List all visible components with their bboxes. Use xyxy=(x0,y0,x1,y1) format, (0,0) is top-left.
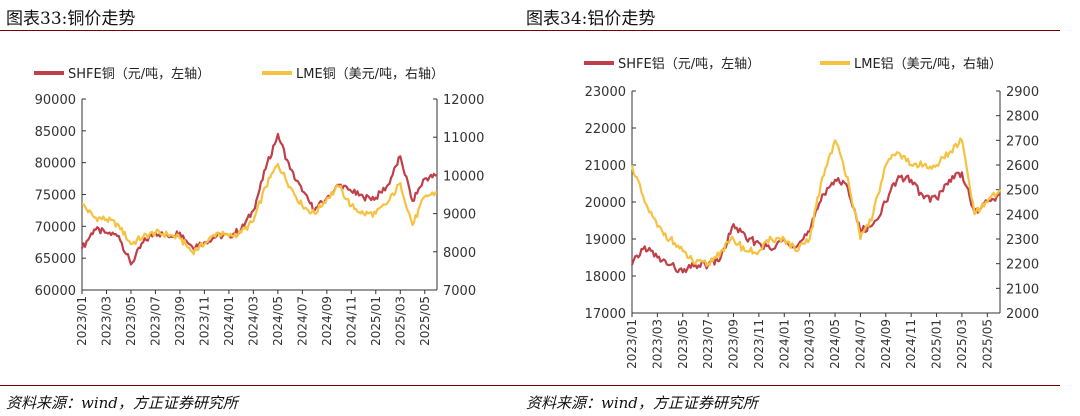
x-tick-label: 2024/05 xyxy=(828,319,842,369)
aluminum-figure-title: 图表34:铝价走势 xyxy=(526,9,656,29)
right-y-tick-label: 2400 xyxy=(1006,208,1039,223)
legend-label-shfe: SHFE铝（元/吨，左轴） xyxy=(618,57,760,72)
left-y-tick-label: 75000 xyxy=(35,189,76,204)
x-tick-label: 2024/11 xyxy=(904,319,918,369)
x-tick-label: 2024/01 xyxy=(777,319,791,369)
x-tick-label: 2024/09 xyxy=(879,319,893,369)
aluminum-bottom-rule xyxy=(520,385,1060,386)
right-y-tick-label: 2700 xyxy=(1006,134,1039,149)
aluminum-panel: 图表34:铝价走势 17000 18000 19000 20000 21000 22000… xyxy=(520,0,1060,416)
right-y-tick-label: 2000 xyxy=(1006,307,1039,322)
aluminum-price-chart: 17000 18000 19000 20000 21000 22000 23000 2000 2… xyxy=(584,57,1039,369)
copper-figure-title: 图表33:铜价走势 xyxy=(6,9,136,29)
left-y-tick-label: 80000 xyxy=(35,157,76,172)
aluminum-source-note: 资料来源：wind，方正证券研究所 xyxy=(526,394,758,412)
right-y-tick-label: 7000 xyxy=(443,284,476,299)
x-tick-label: 2023/01 xyxy=(625,319,639,369)
x-tick-label: 2023/03 xyxy=(99,296,113,346)
x-tick-label: 2023/01 xyxy=(75,296,89,346)
right-y-tick-label: 2800 xyxy=(1006,110,1039,125)
x-tick-label: 2024/09 xyxy=(320,296,334,346)
left-y-tick-label: 60000 xyxy=(35,284,76,299)
right-y-tick-label: 9000 xyxy=(443,208,476,223)
right-y-tick-label: 2900 xyxy=(1006,85,1039,100)
left-y-tick-label: 18000 xyxy=(585,270,626,285)
copper-bottom-rule xyxy=(0,385,530,386)
aluminum-title-rule xyxy=(520,30,1060,31)
right-y-tick-label: 2500 xyxy=(1006,184,1039,199)
left-y-tick-label: 20000 xyxy=(585,196,626,211)
x-tick-label: 2023/05 xyxy=(676,319,690,369)
x-tick-label: 2023/07 xyxy=(701,319,715,369)
x-tick-label: 2023/09 xyxy=(727,319,741,369)
right-y-tick-label: 2600 xyxy=(1006,159,1039,174)
x-tick-label: 2025/01 xyxy=(369,296,383,346)
x-tick-label: 2024/03 xyxy=(246,296,260,346)
right-y-tick-label: 2300 xyxy=(1006,233,1039,248)
x-tick-label: 2023/07 xyxy=(148,296,162,346)
right-y-tick-label: 11000 xyxy=(443,131,484,146)
copper-price-chart: 60000 65000 70000 75000 80000 85000 90000 7000 8… xyxy=(34,67,484,346)
left-y-tick-label: 22000 xyxy=(585,122,626,137)
left-y-tick-label: 17000 xyxy=(585,307,626,322)
left-y-tick-label: 70000 xyxy=(35,220,76,235)
x-tick-label: 2025/03 xyxy=(955,319,969,369)
x-tick-label: 2024/03 xyxy=(803,319,817,369)
right-y-tick-label: 10000 xyxy=(443,169,484,184)
left-y-tick-label: 85000 xyxy=(35,125,76,140)
right-y-tick-label: 8000 xyxy=(443,246,476,261)
x-tick-label: 2025/01 xyxy=(930,319,944,369)
series-line-lme xyxy=(82,162,438,256)
x-tick-label: 2024/01 xyxy=(222,296,236,346)
x-tick-label: 2023/03 xyxy=(650,319,664,369)
left-y-tick-label: 23000 xyxy=(585,85,626,100)
left-y-tick-label: 65000 xyxy=(35,252,76,267)
legend-label-lme: LME铜（美元/吨，右轴） xyxy=(296,67,444,82)
x-tick-label: 2024/05 xyxy=(271,296,285,346)
x-tick-label: 2025/05 xyxy=(980,319,994,369)
left-y-tick-label: 21000 xyxy=(585,159,626,174)
x-tick-label: 2023/05 xyxy=(124,296,138,346)
copper-source-note: 资料来源：wind，方正证券研究所 xyxy=(6,394,238,412)
copper-title-rule xyxy=(0,30,530,31)
x-tick-label: 2025/03 xyxy=(393,296,407,346)
x-tick-label: 2023/11 xyxy=(752,319,766,369)
right-y-tick-label: 12000 xyxy=(443,93,484,108)
x-tick-label: 2023/11 xyxy=(197,296,211,346)
copper-panel: 图表33:铜价走势 60000 65000 70000 75000 80000 85000… xyxy=(0,9,530,412)
x-tick-label: 2024/07 xyxy=(853,319,867,369)
legend-label-shfe: SHFE铜（元/吨，左轴） xyxy=(68,67,210,82)
x-tick-label: 2024/07 xyxy=(295,296,309,346)
legend-label-lme: LME铝（美元/吨，右轴） xyxy=(854,57,1002,72)
right-y-tick-label: 2100 xyxy=(1006,282,1039,297)
left-y-tick-label: 90000 xyxy=(35,93,76,108)
x-tick-label: 2025/05 xyxy=(418,296,432,346)
x-tick-label: 2024/11 xyxy=(344,296,358,346)
left-y-tick-label: 19000 xyxy=(585,233,626,248)
series-line-lme xyxy=(630,137,1001,267)
series-line-shfe xyxy=(80,132,437,266)
x-tick-label: 2023/09 xyxy=(173,296,187,346)
right-y-tick-label: 2200 xyxy=(1006,258,1039,273)
